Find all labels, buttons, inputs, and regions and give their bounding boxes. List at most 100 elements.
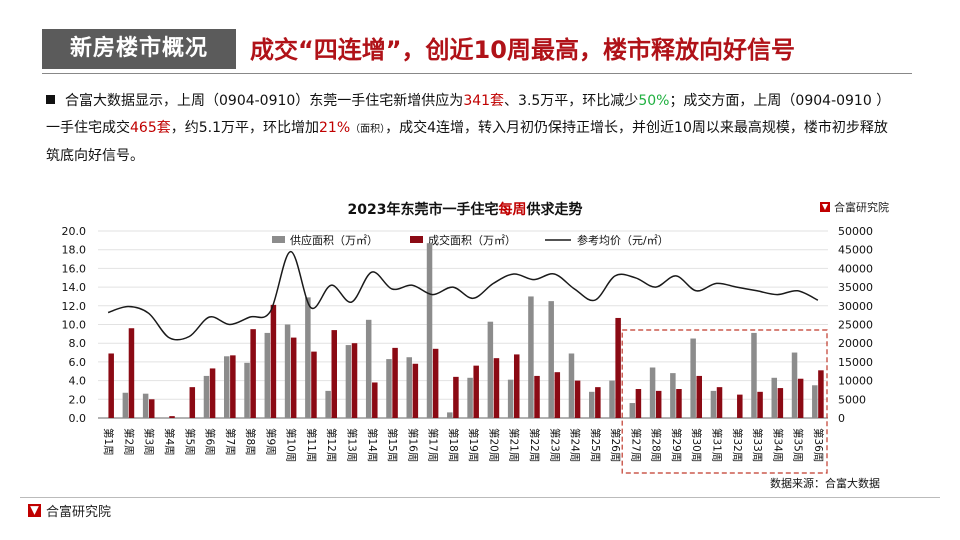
supply-bar [548,301,554,418]
right-tick-label: 15000 [838,356,873,369]
supply-bar [791,352,798,418]
right-tick-label: 20000 [838,337,873,350]
deal-bar [290,337,297,418]
legend-swatch [272,236,285,243]
deal-bar [574,380,581,418]
supply-bar [142,393,149,418]
bullet-icon [46,95,55,104]
chart-legend: 供应面积（万㎡） 成交面积（万㎡） 参考均价（元/㎡） [272,233,669,247]
deal-bar [432,348,439,418]
legend-label: 成交面积（万㎡） [428,233,516,247]
legend-label: 参考均价（元/㎡） [577,233,669,247]
right-tick-label: 5000 [838,393,866,406]
right-tick-label: 50000 [838,225,873,238]
deal-bar [615,317,621,418]
logo-icon [820,202,830,212]
left-axis: 0.0 2.0 4.0 6.0 8.0 10.0 12.0 14.0 16.0 18.0 20.0 [62,225,87,425]
supply-bar [771,377,778,418]
summary-text-part: ；成交方面，上周（0904-0910 ）一手住宅成交 [46,93,891,136]
summary-text: 合富大数据显示，上周（0904-0910）东莞一手住宅新增供应为341套、3.5… [46,93,890,164]
x-tick-label: 第20周 [487,428,500,462]
supply-bar [203,375,210,418]
supply-bar [487,321,494,418]
supply-bar [365,319,372,418]
deal-bar [493,358,500,418]
supply-bar [629,403,636,418]
x-tick-label: 第21周 [508,428,521,462]
supply-bar [609,380,615,418]
summary-text-part: 465套 [130,120,171,136]
deal-bar [777,388,784,418]
deal-bar [311,351,317,418]
x-tick-label: 第26周 [609,428,622,462]
supply-bar [406,357,413,418]
deal-bar [189,387,196,418]
supply-bar [670,373,676,418]
right-axis: 0 5000 10000 15000 20000 25000 30000 35000 40000… [838,225,873,425]
deal-bar [412,363,419,418]
headline: 成交“四连增”，创近10周最高，楼市释放向好信号 [250,36,795,64]
x-tick-label: 第34周 [771,428,784,462]
deal-bar [392,347,398,418]
x-tick-label: 第33周 [751,428,764,462]
x-tick-label: 第7周 [224,428,237,456]
legend-swatch [410,236,423,243]
footer-brand-label: 合富研究院 [46,505,112,520]
deal-bar [209,368,216,418]
summary-text-part: ，约5.1万平，环比增加 [170,120,319,136]
x-tick-label: 第17周 [427,428,440,462]
x-axis-labels: 第1周 第2周 第3周 第4周 第5周 第6周 第7周 第8周 第9周 第10周 第11周 第12周第… [102,428,825,462]
x-tick-label: 第4周 [163,428,176,456]
deal-bar [372,382,378,418]
left-tick-label: 14.0 [62,281,87,294]
x-tick-label: 第18周 [447,428,460,462]
supply-bar [244,362,250,418]
deal-bar [554,372,561,418]
supply-bar [467,377,473,418]
supply-bar [224,356,230,418]
deal-bar [534,375,540,418]
section-title: 新房楼市概况 [42,29,236,69]
x-tick-label: 第5周 [183,428,196,456]
right-tick-label: 0 [838,412,845,425]
x-tick-label: 第11周 [305,428,318,462]
deal-bar [595,387,601,418]
left-tick-label: 6.0 [69,356,87,369]
x-tick-label: 第14周 [366,428,379,462]
x-tick-label: 第35周 [792,428,805,462]
footer-logo-icon [28,504,41,517]
header-divider [42,73,912,74]
x-tick-label: 第30周 [690,428,703,462]
footer-divider [20,497,940,498]
x-tick-label: 第27周 [629,428,642,462]
right-tick-label: 10000 [838,375,873,388]
chart-grid [98,230,828,419]
deal-bar [513,354,520,418]
x-tick-label: 第23周 [548,428,561,462]
deal-bar [635,389,642,418]
left-tick-label: 18.0 [62,244,87,257]
supply-bar [710,390,717,418]
deal-bar [331,330,337,418]
deal-bar [270,304,277,418]
summary-text-part: ，成交4连增，转入月初仍保持正增长，并创近10周以来最高规模，楼市初步释放筑底向… [46,120,888,164]
summary-paragraph: 合富大数据显示，上周（0904-0910）东莞一手住宅新增供应为341套、3.5… [46,88,896,170]
deal-bar [716,387,723,418]
right-tick-label: 30000 [838,300,873,313]
x-tick-label: 第19周 [467,428,480,462]
deal-bar [655,390,662,418]
supply-bar [325,390,331,418]
left-tick-label: 8.0 [69,337,87,350]
supply-bar [447,412,453,418]
summary-text-part: （面积） [350,124,386,135]
deal-bar [737,394,743,418]
supply-bar [507,379,514,418]
legend-label: 供应面积（万㎡） [290,233,378,247]
supply-bar [812,385,818,418]
summary-text-part: 、3.5万平，环比减少 [504,93,639,109]
x-tick-label: 第9周 [264,428,277,456]
right-tick-label: 35000 [838,281,873,294]
deal-bar [351,343,358,418]
x-tick-label: 第28周 [650,428,663,462]
x-tick-label: 第1周 [102,428,115,456]
